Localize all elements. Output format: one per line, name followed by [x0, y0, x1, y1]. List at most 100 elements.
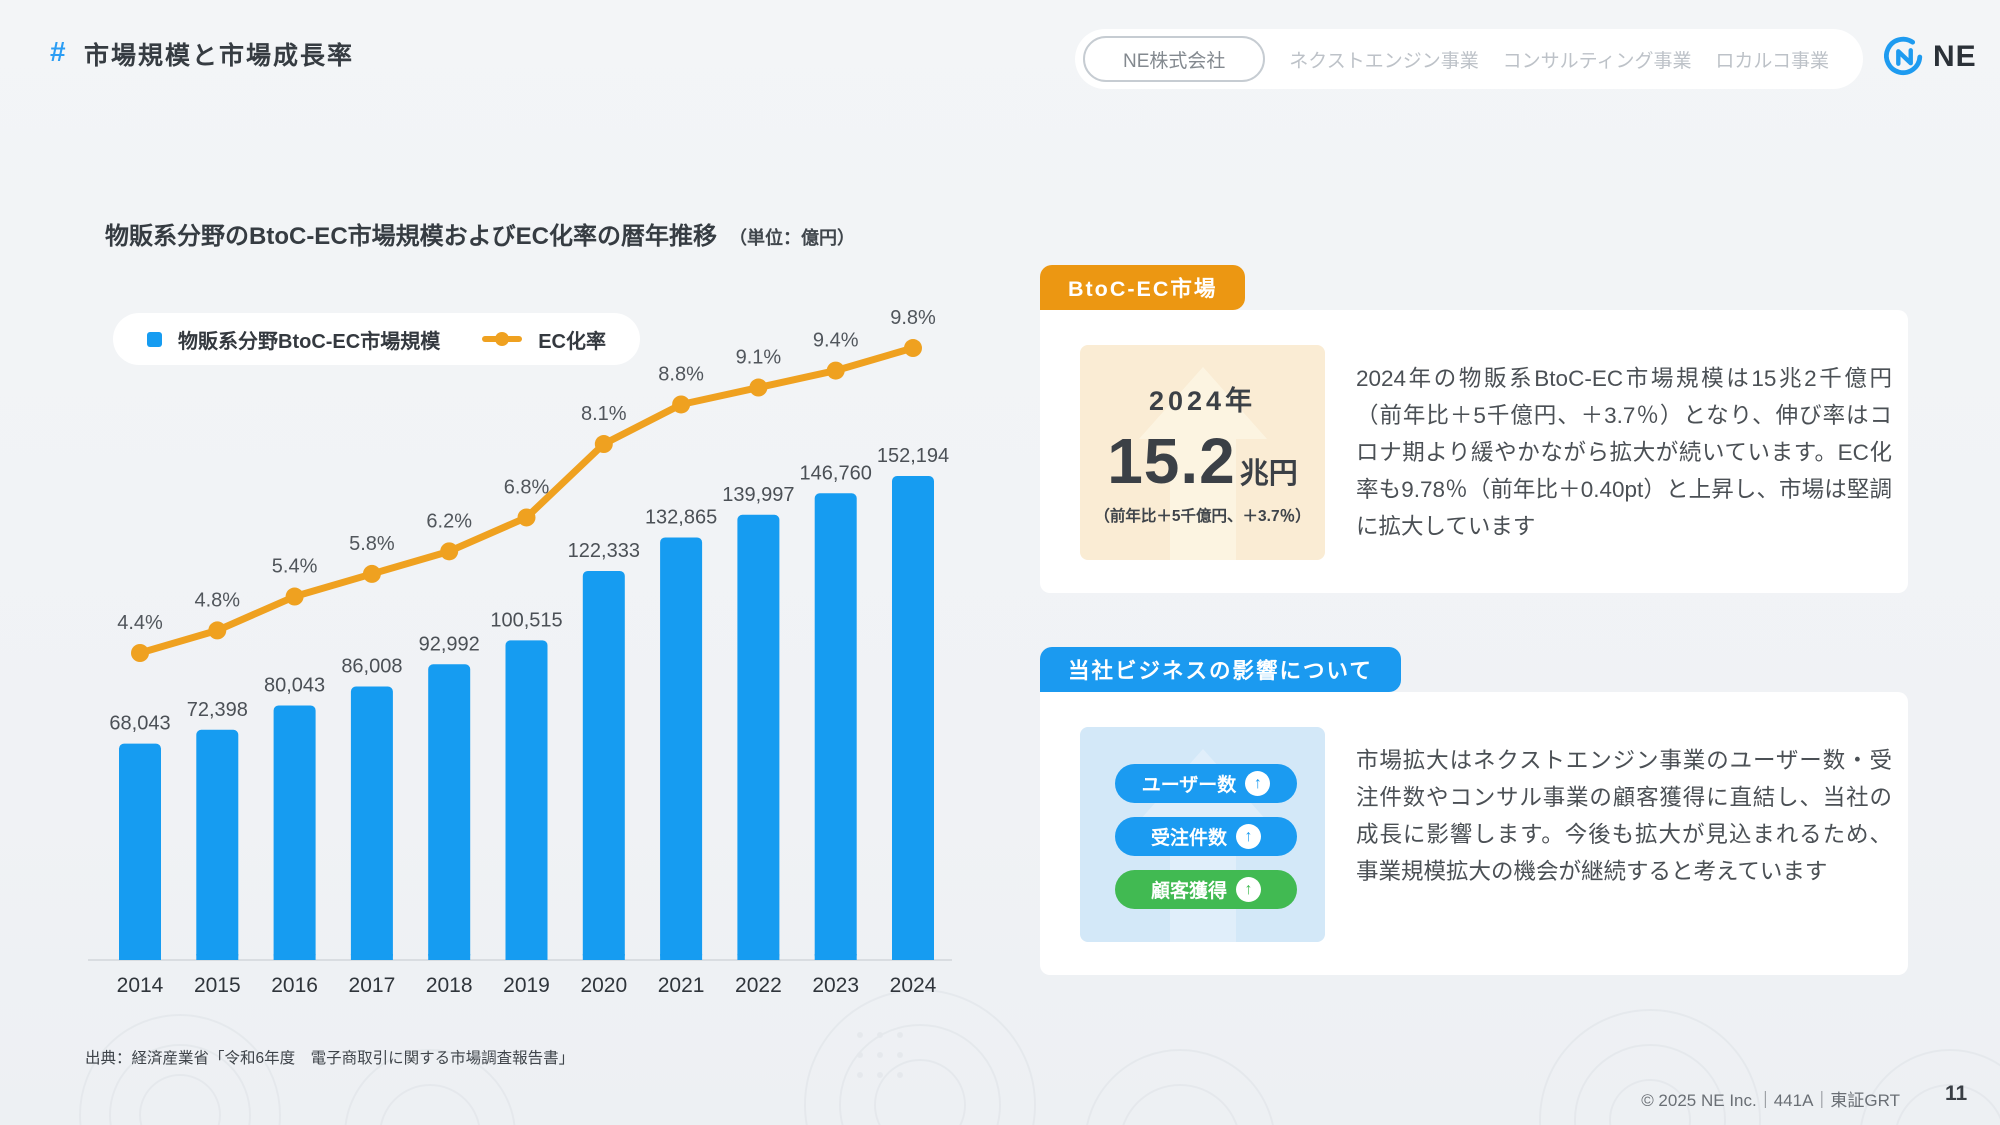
tag-order-count: 受注件数 ↑ [1115, 817, 1297, 856]
market-body-text: 2024年の物販系BtoC-EC市場規模は15兆2千億円（前年比＋5千億円、＋3… [1356, 366, 1892, 539]
ec-rate-label: 9.8% [890, 307, 936, 329]
bar-value-label: 68,043 [109, 713, 170, 735]
tag-user-count-label: ユーザー数 [1141, 775, 1237, 796]
ec-rate-line [136, 344, 917, 657]
bar-value-label: 80,043 [264, 674, 325, 696]
ne-logo-icon [1884, 36, 1923, 75]
bar-value-label: 92,992 [419, 633, 480, 655]
bar-base-2019 [505, 954, 548, 960]
x-axis-label: 2017 [349, 974, 396, 997]
ec-rate-dot-2023 [826, 361, 845, 380]
impact-section-card: ユーザー数 ↑ 受注件数 ↑ 顧客獲得 ↑ 市場拡大はネクストエンジン事業のユー… [1040, 692, 1908, 975]
bar-base-2020 [582, 954, 625, 960]
ec-rate-dot-2016 [285, 587, 304, 606]
tag-user-count: ユーザー数 ↑ [1115, 764, 1297, 803]
bar-base-2021 [660, 954, 703, 960]
bar-2015 [196, 729, 239, 960]
impact-body-text: 市場拡大はネクストエンジン事業のユーザー数・受注件数やコンサル事業の顧客獲得に直… [1356, 748, 1892, 884]
impact-highlight-box: ユーザー数 ↑ 受注件数 ↑ 顧客獲得 ↑ [1080, 727, 1325, 942]
ec-rate-dot-2015 [208, 621, 227, 640]
x-axis-label: 2023 [812, 974, 859, 997]
x-axis-label: 2014 [117, 974, 164, 997]
legend-line-swatch-icon [482, 332, 523, 346]
bar-value-label: 122,333 [568, 540, 640, 562]
bar-2024 [892, 476, 934, 960]
bar-base-2014 [119, 954, 161, 960]
footer-credit: © 2025 NE Inc.｜441A｜東証GRT [1641, 1091, 1900, 1110]
page-title: 市場規模と市場成長率 [84, 42, 355, 70]
chart-title: 物販系分野のBtoC-EC市場規模およびEC化率の暦年推移 [105, 223, 717, 250]
ec-rate-dot-2020 [594, 435, 613, 454]
bar-value-label: 146,760 [800, 462, 872, 484]
bar-base-2024 [892, 954, 934, 960]
market-highlight-box: 2024年 15.2 兆円 （前年比＋5千億円、＋3.7％） [1080, 345, 1325, 560]
nav-tab-ne-kabushikigaisha[interactable]: NE株式会社 [1083, 36, 1266, 82]
ec-rate-label: 8.8% [658, 363, 704, 385]
bar-2020 [582, 570, 625, 960]
nav-tab-consulting[interactable]: コンサルティング事業 [1502, 50, 1692, 72]
ec-rate-label: 6.8% [504, 476, 550, 498]
bar-2022 [737, 514, 780, 960]
ec-rate-dot-2022 [749, 378, 768, 397]
up-arrow-icon: ↑ [1236, 824, 1261, 849]
bar-base-2022 [737, 954, 780, 960]
bar-value-label: 72,398 [187, 699, 248, 721]
bar-value-label: 132,865 [645, 506, 717, 528]
bar-base-2017 [350, 954, 393, 960]
tag-customer-acquisition-label: 顧客獲得 [1150, 881, 1227, 902]
bar-base-2015 [196, 954, 239, 960]
tag-customer-acquisition: 顧客獲得 ↑ [1115, 870, 1297, 909]
segment-nav-bar: NE株式会社 ネクストエンジン事業 コンサルティング事業 ロカルコ事業 [1075, 29, 1863, 89]
nav-tab-next-engine[interactable]: ネクストエンジン事業 [1289, 50, 1479, 72]
bar-2017 [350, 686, 393, 960]
x-axis-label: 2024 [890, 974, 937, 997]
ec-rate-label: 9.4% [813, 330, 859, 352]
bar-2021 [660, 537, 703, 960]
source-note: 出典：経済産業省「令和6年度 電子商取引に関する市場調査報告書」 [85, 1050, 575, 1067]
bar-2014 [119, 743, 161, 960]
up-arrow-watermark-icon [1138, 367, 1267, 560]
market-highlight-unit: 兆円 [1239, 458, 1298, 490]
legend-bar-label: 物販系分野BtoC-EC市場規模 [178, 330, 441, 353]
nav-tab-locarco[interactable]: ロカルコ事業 [1715, 50, 1829, 72]
bar-value-label: 139,997 [722, 484, 794, 506]
up-arrow-icon: ↑ [1245, 771, 1271, 796]
x-axis-label: 2016 [271, 974, 318, 997]
market-highlight-year: 2024年 [1148, 386, 1257, 416]
tag-order-count-label: 受注件数 [1150, 828, 1227, 849]
btoc-ec-market-chart: 68,043 2014 72,398 2015 80,043 2016 86,008 2017… [88, 307, 952, 997]
ec-rate-label: 5.8% [349, 533, 395, 555]
ec-rate-label: 9.1% [736, 347, 782, 369]
bar-2023 [814, 493, 857, 960]
ne-logo-text: NE [1933, 40, 1977, 73]
bar-base-2018 [428, 954, 471, 960]
ec-rate-dot-2019 [517, 508, 536, 527]
ec-rate-label: 4.4% [117, 612, 163, 634]
slide-hash-mark: # [50, 36, 66, 67]
ec-rate-dot-2021 [672, 395, 691, 414]
x-axis-label: 2019 [503, 974, 550, 997]
chart-unit-note: （単位：億円） [729, 228, 855, 248]
page-number: 11 [1945, 1082, 1968, 1105]
x-axis-label: 2018 [426, 974, 473, 997]
bar-value-label: 100,515 [490, 609, 562, 631]
ec-rate-label: 8.1% [581, 403, 627, 425]
bar-2018 [428, 664, 471, 960]
ec-rate-dot-2017 [362, 564, 381, 583]
ec-rate-label: 4.8% [195, 589, 241, 611]
ne-logo: NE [1884, 36, 1977, 78]
bar-base-2016 [273, 954, 316, 960]
market-highlight-value: 15.2 [1107, 425, 1236, 497]
bar-value-label: 86,008 [341, 655, 402, 677]
x-axis-label: 2020 [580, 974, 627, 997]
legend-line-label: EC化率 [538, 330, 607, 353]
x-axis-label: 2015 [194, 974, 241, 997]
market-section-badge: BtoC-EC市場 [1040, 265, 1246, 310]
up-arrow-icon: ↑ [1236, 877, 1261, 902]
chart-legend: 物販系分野BtoC-EC市場規模 EC化率 [113, 313, 641, 365]
impact-section-badge: 当社ビジネスの影響について [1040, 647, 1401, 692]
bar-value-label: 152,194 [877, 445, 949, 467]
ec-rate-dot-2014 [131, 644, 149, 662]
chart-title-row: 物販系分野のBtoC-EC市場規模およびEC化率の暦年推移 （単位：億円） [105, 216, 855, 251]
market-highlight-note: （前年比＋5千億円、＋3.7％） [1094, 508, 1311, 525]
